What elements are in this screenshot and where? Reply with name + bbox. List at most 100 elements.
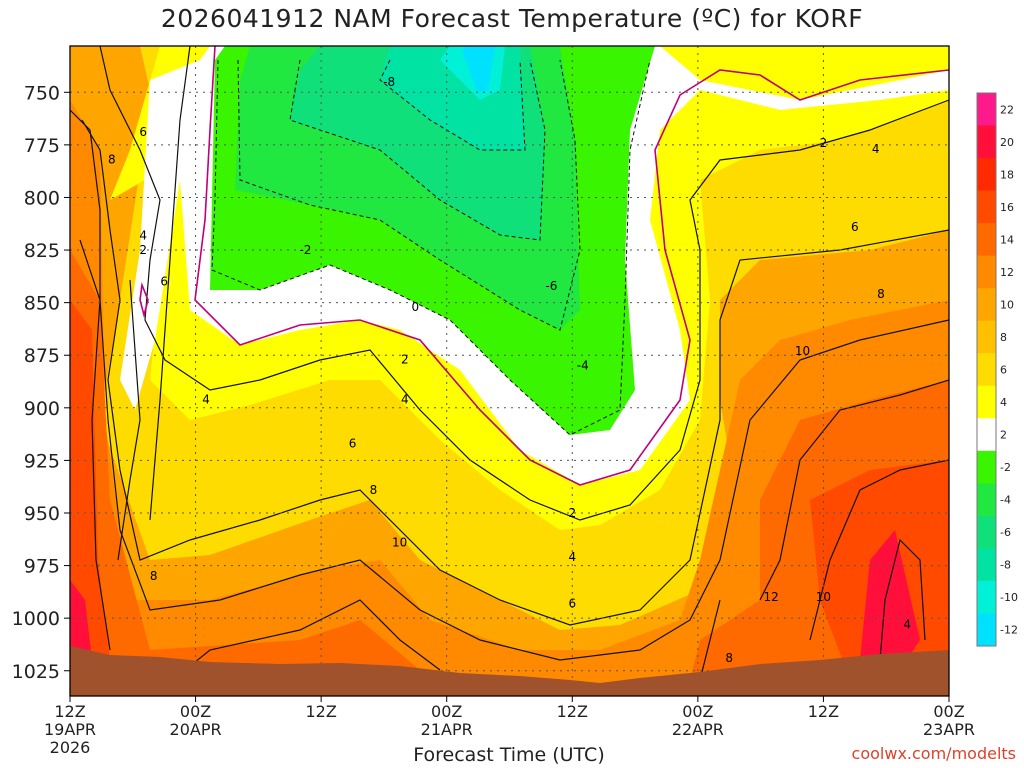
neg-contour (237, 59, 581, 331)
y-tick-label: 950 (24, 503, 60, 525)
contour-line (759, 379, 950, 601)
contour-line (159, 599, 441, 691)
contour-label: 2 (139, 243, 147, 257)
contour-label: 8 (370, 483, 378, 497)
legend-label: 14 (1000, 233, 1014, 246)
legend-swatch (977, 255, 996, 289)
legend-swatch (977, 483, 996, 517)
contour-label: -2 (299, 243, 311, 257)
x-tick-label: 00Z (933, 702, 964, 721)
contour-label: -8 (383, 75, 395, 89)
legend-swatch (977, 223, 996, 257)
contour-label: 6 (851, 220, 859, 234)
contour-line (699, 599, 721, 681)
contour-line (117, 279, 141, 561)
contour-label: 4 (872, 142, 880, 156)
y-tick-label: 1025 (12, 661, 60, 683)
contour-label: 4 (139, 228, 147, 242)
y-tick-label: 750 (24, 82, 60, 104)
contour-line (69, 109, 111, 651)
legend-swatch (977, 580, 996, 614)
contour-line (149, 45, 191, 521)
contour-label: 8 (150, 569, 158, 583)
legend-label: -4 (1000, 494, 1011, 507)
credit-text: coolwx.com/modelts (851, 744, 1016, 763)
x-tick-label: 12Z (54, 702, 85, 721)
x-tick-date: 23APR (923, 720, 975, 739)
legend-label: -10 (1000, 591, 1018, 604)
legend-swatch (977, 450, 996, 484)
x-tick-label: 00Z (431, 702, 462, 721)
contour-label: 12 (763, 590, 778, 604)
legend-label: 18 (1000, 168, 1014, 181)
y-tick-label: 1000 (12, 608, 60, 630)
legend-label: -12 (1000, 624, 1018, 637)
plot-frame (69, 45, 950, 697)
legend-label: 10 (1000, 298, 1014, 311)
contour-label: 8 (108, 153, 116, 167)
y-tick-label: 975 (24, 556, 60, 578)
band-orange-dark (70, 100, 949, 696)
legend-label: 6 (1000, 364, 1007, 377)
freezing-contour (139, 281, 149, 319)
neg-contour (379, 59, 526, 151)
contour-label: 4 (903, 617, 911, 631)
y-tick-label: 900 (24, 398, 60, 420)
neg-contour (289, 59, 546, 241)
legend-label: 2 (1000, 429, 1007, 442)
contour-label: 6 (349, 437, 357, 451)
legend-label: 8 (1000, 331, 1007, 344)
legend-frame (976, 92, 997, 647)
contour-label: 10 (816, 590, 831, 604)
contour-label: 6 (139, 125, 147, 139)
legend-label: -2 (1000, 461, 1011, 474)
contour-label: 8 (725, 651, 733, 665)
contour-label: 4 (568, 550, 576, 564)
freezing-contour (194, 45, 950, 486)
legend-label: 16 (1000, 201, 1014, 214)
x-tick-date: 20APR (170, 720, 222, 739)
contour-label: 2 (401, 352, 409, 366)
x-tick-date: 21APR (421, 720, 473, 739)
x-tick-label: 00Z (180, 702, 211, 721)
contour-label: 8 (877, 287, 885, 301)
y-tick-label: 800 (24, 187, 60, 209)
legend-swatch (977, 418, 996, 452)
x-tick-year: 2026 (50, 738, 91, 757)
x-tick-date: 19APR (44, 720, 96, 739)
legend-label: 20 (1000, 136, 1014, 149)
contour-line (81, 119, 950, 626)
legend-label: -8 (1000, 559, 1011, 572)
contour-line (99, 45, 950, 521)
contour-label: 4 (202, 392, 210, 406)
contour-label: 6 (160, 275, 168, 289)
contour-label: 0 (412, 300, 420, 314)
legend-swatch (977, 93, 996, 127)
legend-swatch (977, 613, 996, 647)
y-tick-label: 775 (24, 135, 60, 157)
chart-title: 2026041912 NAM Forecast Temperature (ºC)… (160, 4, 864, 33)
band-red (70, 300, 949, 680)
x-tick-label: 12Z (305, 702, 336, 721)
contour-label: 10 (392, 535, 407, 549)
legend-label: -6 (1000, 526, 1011, 539)
contour-label: 2 (820, 136, 828, 150)
y-tick-label: 925 (24, 450, 60, 472)
neg-contour (211, 59, 651, 436)
contour-line (79, 239, 950, 661)
legend-swatch (977, 548, 996, 582)
y-tick-label: 825 (24, 240, 60, 262)
x-axis-title: Forecast Time (UTC) (413, 744, 605, 766)
x-tick-label: 12Z (808, 702, 839, 721)
legend-swatch (977, 385, 996, 419)
legend-label: 4 (1000, 396, 1007, 409)
legend-label: 22 (1000, 103, 1014, 116)
contour-line (879, 538, 926, 661)
contour-label: 2 (568, 506, 576, 520)
legend-swatch (977, 288, 996, 322)
band-orange-low (70, 46, 949, 696)
x-tick-label: 12Z (557, 702, 588, 721)
legend-swatch (977, 190, 996, 224)
legend-swatch (977, 125, 996, 159)
contour-label: 4 (401, 392, 409, 406)
